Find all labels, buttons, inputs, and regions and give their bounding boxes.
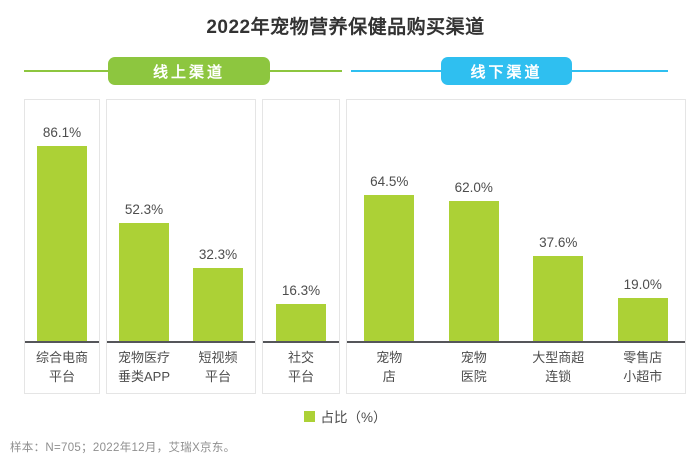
online-section-badge: 线上渠道 [108, 57, 270, 85]
bar-column: 64.5% [347, 174, 432, 341]
category-axis: 综合电商 平台 [25, 343, 99, 387]
bar-column: 62.0% [432, 180, 517, 341]
category-label-line: 小超市 [623, 368, 663, 384]
bar-value-label: 19.0% [623, 277, 662, 293]
bar-value-label: 37.6% [539, 235, 578, 251]
category-label-line: 垂类APP [117, 368, 170, 384]
bar [119, 222, 169, 341]
category-label-line: 社交 [287, 350, 314, 365]
bar-column: 19.0% [601, 277, 686, 341]
category-label: 短视频 平台 [181, 349, 255, 387]
bar-column: 86.1% [25, 125, 99, 341]
category-axis: 社交 平台 [263, 343, 339, 387]
category-label-line: 综合电商 [35, 350, 88, 365]
plot-area: 52.3% 32.3% [107, 100, 255, 343]
chart-panel: 64.5% 62.0% 37.6% 19.0% 宠物店宠物 医院 大型商超 连锁 零售店 小超市 [346, 99, 686, 394]
category-label-line: 店 [382, 368, 396, 384]
bar [364, 195, 415, 341]
category-label: 大型商超 连锁 [516, 349, 601, 387]
bar-column: 37.6% [516, 235, 601, 341]
bar [617, 298, 668, 341]
category-label: 宠物店 [347, 349, 432, 387]
category-axis: 宠物店宠物 医院 大型商超 连锁 零售店 小超市 [347, 343, 685, 387]
bar [193, 268, 243, 341]
category-label-line: 平台 [204, 368, 231, 384]
category-label-line: 医院 [460, 368, 487, 384]
chart-title: 2022年宠物营养保健品购买渠道 [206, 17, 485, 38]
bar-column: 52.3% [107, 202, 181, 341]
bar [276, 304, 326, 341]
bar-value-label: 62.0% [454, 179, 493, 195]
legend: 占比（%） [0, 406, 691, 426]
category-label-line: 连锁 [545, 368, 572, 384]
category-label: 零售店 小超市 [601, 349, 686, 387]
category-label: 综合电商 平台 [25, 349, 99, 387]
offline-section-badge: 线下渠道 [441, 57, 572, 85]
legend-label: 占比（%） [320, 410, 387, 425]
category-axis: 宠物医疗 垂类APP 短视频 平台 [107, 343, 255, 387]
bar-value-label: 16.3% [281, 283, 321, 299]
category-label-line: 平台 [48, 368, 75, 384]
plot-area: 64.5% 62.0% 37.6% 19.0% [347, 100, 685, 343]
category-label-line: 宠物医疗 [117, 350, 170, 365]
bar [37, 146, 87, 341]
bar-value-label: 64.5% [370, 174, 409, 190]
plot-area: 16.3% [263, 100, 339, 343]
bar-value-label: 86.1% [42, 125, 82, 141]
legend-swatch-icon [304, 410, 316, 422]
category-label: 宠物 医院 [432, 349, 517, 387]
bar-value-label: 32.3% [198, 247, 238, 263]
chart-panels: 86.1% 综合电商 平台 52.3% 32.3% 宠物医疗 垂类APP 短视频 平台 16.3%… [0, 99, 691, 394]
category-label: 社交 平台 [263, 349, 339, 387]
category-label-line: 零售店 [623, 350, 663, 365]
category-label: 宠物医疗垂类APP [107, 349, 181, 387]
bar [448, 200, 499, 341]
category-label-line: 平台 [287, 368, 314, 384]
bar-column: 32.3% [181, 247, 255, 341]
bar-column: 16.3% [263, 283, 339, 341]
plot-area: 86.1% [25, 100, 99, 343]
sample-note: 样本：N=705；2022年12月，艾瑞X京东。 [10, 442, 236, 454]
category-label-line: 短视频 [198, 350, 238, 365]
chart-panel: 86.1% 综合电商平台 [24, 99, 100, 394]
bar [533, 256, 584, 341]
category-label-line: 宠物 [376, 350, 403, 365]
chart-panel: 52.3% 32.3% 宠物医疗 垂类APP 短视频 平台 [106, 99, 256, 394]
bar-value-label: 52.3% [124, 201, 164, 217]
chart-panel: 16.3% 社交平台 [262, 99, 340, 394]
category-label-line: 宠物 [460, 350, 487, 365]
category-label-line: 大型商超 [532, 350, 585, 365]
